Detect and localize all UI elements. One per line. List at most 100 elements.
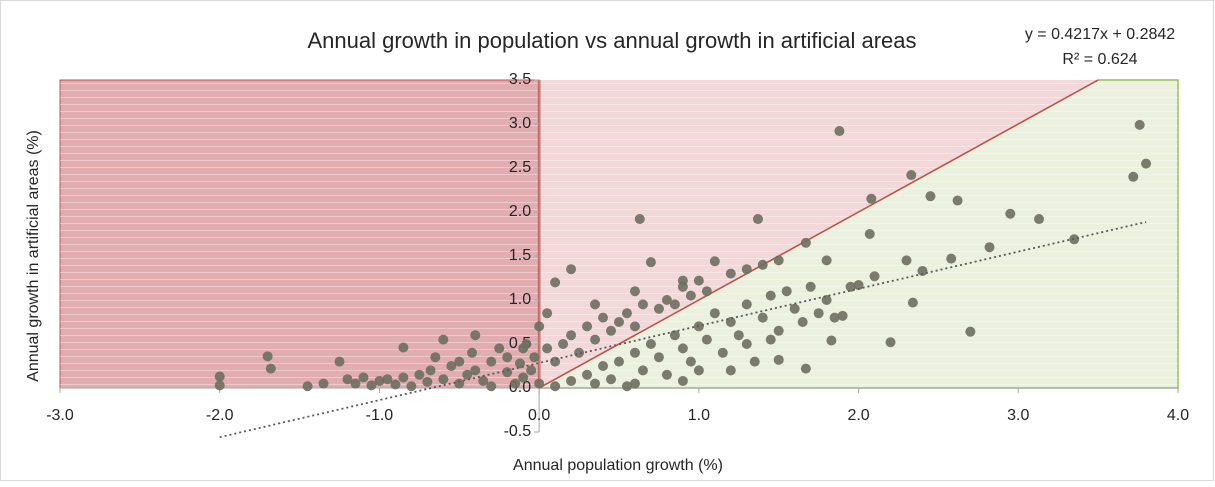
data-point	[486, 356, 497, 367]
y-tick-label: -0.5	[504, 423, 532, 440]
data-point	[677, 343, 688, 354]
data-point	[661, 295, 672, 305]
data-point	[542, 308, 553, 319]
data-point	[752, 214, 763, 225]
data-point	[606, 374, 617, 385]
data-point	[502, 367, 513, 378]
data-point	[1005, 208, 1016, 219]
data-point	[514, 358, 525, 369]
data-point	[946, 253, 957, 264]
data-point	[614, 356, 624, 367]
x-tick-label: -1.0	[366, 407, 394, 424]
data-point	[701, 334, 712, 345]
data-point	[566, 264, 577, 275]
data-point	[773, 255, 784, 266]
data-point	[262, 351, 273, 362]
data-point	[350, 378, 361, 389]
data-point	[542, 343, 553, 354]
data-point	[634, 214, 645, 225]
parity-line	[538, 79, 1099, 389]
data-point	[781, 286, 792, 297]
data-point	[265, 363, 276, 374]
data-point	[805, 281, 816, 292]
data-point	[534, 321, 545, 332]
data-point	[502, 352, 513, 363]
data-point	[214, 371, 225, 382]
trend-equation: y = 0.4217x + 0.2842	[1025, 26, 1175, 43]
data-point	[984, 242, 995, 253]
y-tick-label: 3.0	[509, 115, 531, 132]
y-tick-label: 2.5	[509, 159, 531, 176]
data-point	[834, 126, 845, 137]
data-point	[598, 312, 609, 323]
data-point	[829, 312, 840, 323]
data-point	[685, 290, 696, 301]
data-point	[318, 378, 329, 389]
data-point	[518, 372, 529, 383]
data-point	[558, 339, 569, 349]
data-point	[454, 378, 465, 389]
data-point	[526, 365, 537, 376]
data-point	[382, 374, 393, 385]
data-point	[374, 375, 385, 386]
y-tick-label: 1.5	[509, 247, 531, 264]
data-point	[582, 321, 593, 332]
data-point	[390, 379, 401, 390]
data-point	[521, 339, 532, 349]
data-point	[906, 170, 917, 181]
data-point	[725, 268, 736, 279]
data-point	[1134, 119, 1145, 130]
data-point	[438, 334, 449, 345]
data-point	[566, 330, 577, 341]
data-point	[677, 375, 688, 386]
data-point	[1141, 158, 1152, 169]
data-point	[741, 299, 752, 310]
data-point	[757, 259, 768, 270]
data-point	[826, 335, 837, 346]
data-point	[629, 347, 640, 358]
data-point	[741, 339, 752, 349]
data-point	[529, 352, 540, 363]
data-point	[901, 255, 912, 266]
data-point	[342, 374, 353, 385]
data-point	[425, 365, 436, 376]
data-point	[653, 303, 664, 314]
chart-title: Annual growth in population vs annual gr…	[307, 28, 916, 53]
data-point	[550, 356, 561, 367]
data-point	[406, 381, 417, 392]
data-point	[566, 375, 577, 386]
x-tick-label: 1.0	[688, 407, 710, 424]
data-point	[837, 310, 848, 321]
data-point	[302, 381, 313, 392]
data-point	[486, 381, 497, 392]
data-point	[582, 369, 593, 380]
data-point	[717, 347, 728, 358]
data-point	[725, 365, 736, 376]
data-point	[685, 356, 696, 367]
data-point	[462, 369, 473, 380]
region-hatch	[60, 80, 1178, 388]
data-point	[629, 378, 640, 389]
data-point	[438, 374, 449, 385]
data-point	[866, 193, 877, 204]
data-point	[733, 330, 744, 341]
data-point	[214, 380, 225, 391]
data-point	[366, 380, 377, 391]
data-point	[590, 334, 601, 345]
data-point	[765, 334, 776, 345]
data-point	[789, 303, 800, 314]
y-tick-label: 1.0	[509, 291, 531, 308]
data-point	[869, 271, 880, 282]
data-point	[965, 326, 976, 337]
x-tick-label: -2.0	[206, 407, 234, 424]
data-point	[1128, 171, 1139, 182]
trendline	[219, 221, 1147, 439]
y-tick-label: 2.0	[509, 203, 531, 220]
data-point	[821, 295, 832, 305]
data-point	[821, 255, 832, 266]
data-point	[550, 381, 561, 392]
data-point	[797, 317, 808, 327]
data-point	[864, 229, 875, 239]
data-point	[629, 321, 640, 332]
